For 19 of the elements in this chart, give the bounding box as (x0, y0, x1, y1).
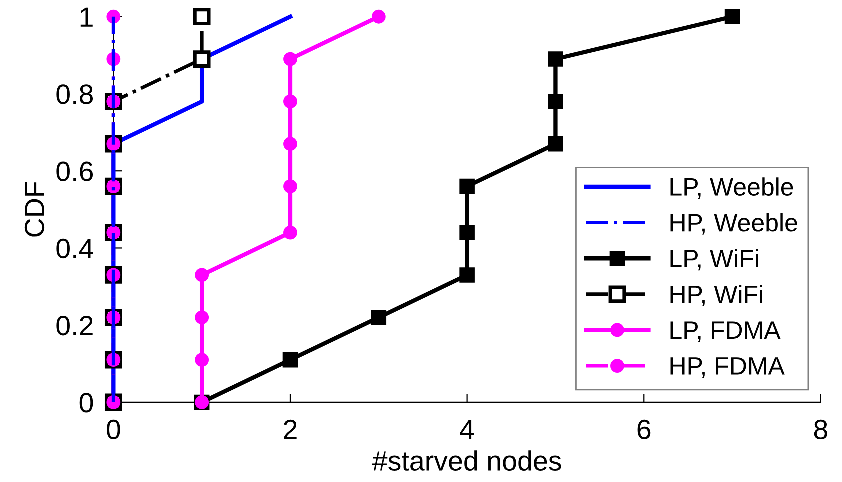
y-tick-label: 0.8 (56, 84, 94, 104)
x-tick-label: 2 (284, 420, 297, 440)
y-tick-label: 0.2 (56, 316, 93, 336)
y-tick-label: 0 (80, 393, 94, 413)
y-tick-label: 0.4 (56, 238, 94, 259)
x-axis-title: #starved nodes (372, 450, 562, 471)
x-tick-label: 6 (638, 420, 651, 440)
legend-label: LP, Weeble (670, 178, 794, 199)
legend-label: LP, WiFi (670, 249, 758, 271)
y-tick-label: 0.6 (56, 162, 94, 182)
x-tick-label: 0 (107, 420, 120, 440)
x-tick-label: 8 (814, 420, 828, 440)
legend-label: HP, FDMA (670, 358, 785, 378)
y-tick-label: 1 (80, 8, 93, 27)
legend-label: HP, Weeble (670, 213, 798, 235)
x-tick-label: 4 (460, 420, 474, 440)
legend-label: LP, FDMA (670, 322, 781, 342)
legend-label: HP, WiFi (670, 285, 762, 306)
y-axis-title: CDF (24, 182, 45, 237)
